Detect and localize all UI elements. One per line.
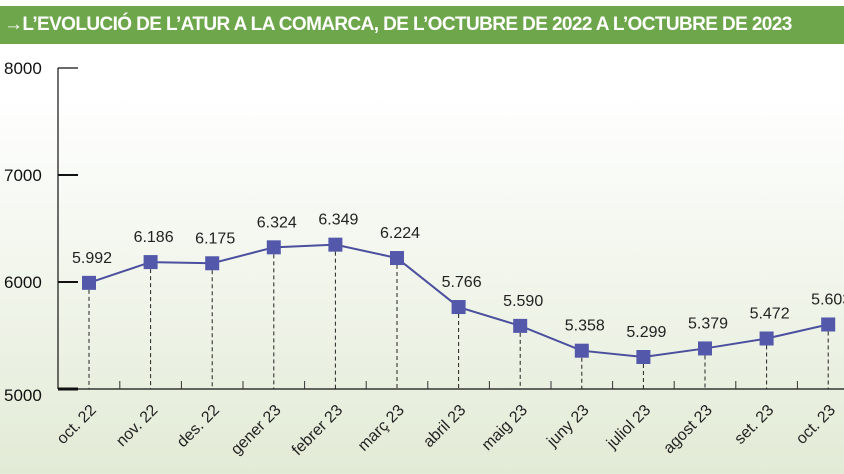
data-label: 6.324 [257, 214, 297, 231]
x-tick-label: set. 23 [731, 402, 777, 448]
x-tick-label: des. 22 [174, 402, 223, 451]
x-tick-label: agost 23 [660, 402, 715, 457]
data-label: 5.590 [503, 293, 543, 310]
data-point-marker [451, 300, 466, 315]
data-label: 5.472 [750, 305, 790, 322]
y-tick-label: 6000 [4, 273, 42, 292]
data-label: 5.766 [442, 274, 482, 291]
data-point-marker [266, 240, 281, 255]
x-tick-label: nov. 22 [113, 402, 161, 450]
data-point-marker [82, 275, 96, 290]
data-label: 5.358 [565, 318, 605, 335]
x-tick-label: oct. 23 [793, 402, 839, 448]
data-label: 6.349 [318, 212, 358, 229]
chart-title: →L’EVOLUCIÓ DE L’ATUR A LA COMARCA, DE L… [0, 6, 844, 44]
y-tick-label: 7000 [4, 166, 42, 185]
data-point-marker [574, 343, 589, 358]
data-point-marker [390, 251, 404, 266]
data-label: 6.175 [195, 230, 235, 247]
data-point-marker [698, 341, 712, 356]
data-point-marker [143, 255, 158, 270]
x-tick-label: abril 23 [420, 402, 469, 451]
data-label: 5.299 [626, 324, 666, 341]
data-point-marker [759, 331, 774, 346]
data-point-marker [636, 350, 651, 365]
x-tick-label: maig 23 [479, 402, 531, 454]
data-point-marker [821, 317, 836, 332]
x-tick-label: febrer 23 [289, 402, 346, 459]
x-tick-label: març 23 [355, 402, 408, 455]
data-point-marker [205, 256, 220, 271]
data-label: 6.224 [380, 225, 420, 242]
data-label: 5.992 [72, 250, 112, 267]
data-label: 5.603 [811, 291, 844, 308]
y-tick-label: 5000 [4, 386, 42, 405]
data-point-marker [513, 318, 528, 333]
y-tick-label: 8000 [4, 59, 42, 78]
x-tick-label: gener 23 [228, 402, 285, 459]
data-label: 5.379 [688, 315, 728, 332]
x-tick-label: juliol 23 [603, 402, 654, 453]
x-tick-label: juny 23 [543, 402, 592, 451]
data-point-marker [328, 237, 343, 252]
data-label: 6.186 [134, 229, 174, 246]
x-tick-label: oct. 22 [54, 402, 100, 448]
